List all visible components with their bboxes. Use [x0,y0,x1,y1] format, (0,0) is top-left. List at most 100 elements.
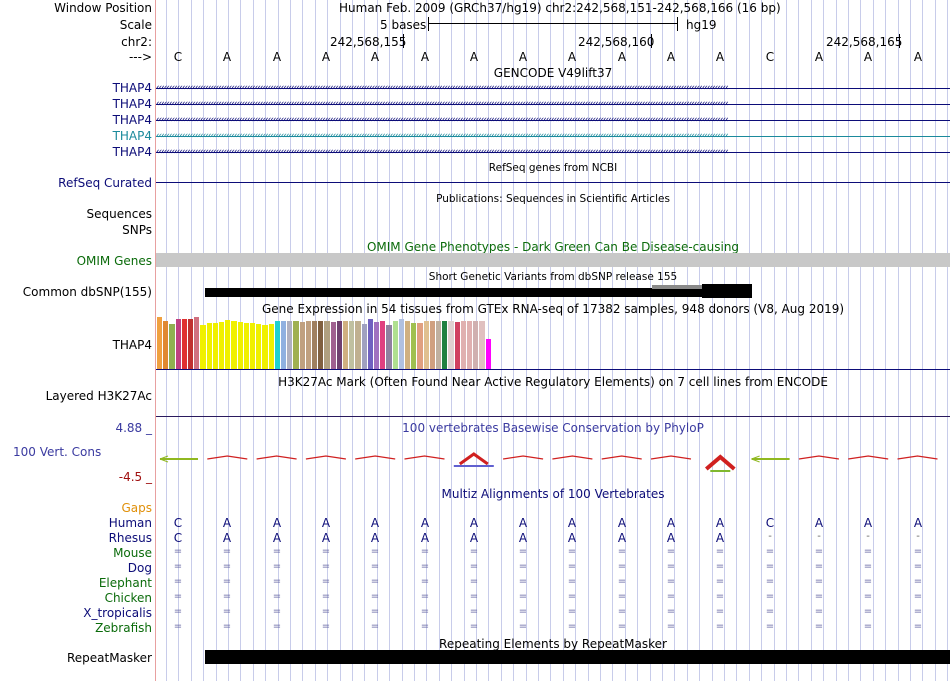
phylop-title[interactable]: 100 vertebrates Basewise Conservation by… [402,421,704,435]
species-label[interactable]: Chicken [104,591,152,605]
gtex-bar[interactable] [175,319,181,369]
gtex-bar[interactable] [442,321,448,369]
publications-title[interactable]: Publications: Sequences in Scientific Ar… [436,193,670,205]
gtex-bar[interactable] [386,325,392,369]
gtex-bar[interactable] [380,321,386,369]
gtex-bar[interactable] [485,339,491,369]
gtex-bar[interactable] [305,321,311,369]
gtex-bar[interactable] [212,323,218,369]
dbsnp-label[interactable]: Common dbSNP(155) [22,285,152,299]
gencode-transcript-line[interactable] [156,136,950,137]
gtex-bar[interactable] [473,321,479,369]
gtex-bar[interactable] [454,322,460,369]
gtex-bar[interactable] [256,324,262,369]
refseq-label[interactable]: RefSeq Curated [58,176,152,190]
gtex-bar[interactable] [411,323,417,369]
gencode-transcript-label[interactable]: THAP4 [112,97,152,111]
gtex-bar[interactable] [287,321,293,369]
repeatmasker-label[interactable]: RepeatMasker [66,651,152,665]
gencode-transcript-label[interactable]: THAP4 [112,129,152,143]
gtex-bar[interactable] [460,321,466,369]
gencode-transcript-label[interactable]: THAP4 [112,145,152,159]
gtex-bar[interactable] [448,321,454,369]
gtex-bar[interactable] [417,323,423,369]
dbsnp-variant[interactable] [205,288,652,297]
gtex-bar[interactable] [206,323,212,369]
gaps-label[interactable]: Gaps [121,501,152,515]
gtex-bar[interactable] [163,321,169,369]
gtex-bar[interactable] [225,320,231,369]
gtex-bar[interactable] [169,324,175,369]
gtex-label[interactable]: THAP4 [112,338,152,352]
gtex-bar[interactable] [374,322,380,369]
omim-feature[interactable] [156,253,950,267]
gencode-transcript-line[interactable] [156,104,950,105]
omim-title[interactable]: OMIM Gene Phenotypes - Dark Green Can Be… [366,240,740,254]
multiz-title[interactable]: Multiz Alignments of 100 Vertebrates [441,487,665,501]
gtex-bar[interactable] [293,321,299,369]
gtex-bar[interactable] [318,321,324,369]
sequences-label[interactable]: Sequences [86,207,152,221]
gtex-bar[interactable] [367,319,373,369]
gtex-bar[interactable] [231,321,237,369]
gtex-bar[interactable] [181,319,187,369]
gtex-bar[interactable] [188,319,194,369]
gencode-transcript-label[interactable]: THAP4 [112,81,152,95]
gtex-bar[interactable] [429,321,435,369]
species-label[interactable]: Elephant [98,576,152,590]
snps-label[interactable]: SNPs [122,223,152,237]
gtex-bar[interactable] [398,319,404,369]
gtex-bar[interactable] [436,321,442,369]
gtex-bar[interactable] [336,321,342,369]
species-label[interactable]: Dog [127,561,152,575]
gtex-bar[interactable] [405,321,411,369]
gtex-title[interactable]: Gene Expression in 54 tissues from GTEx … [261,302,845,316]
gtex-bar[interactable] [361,324,367,369]
gtex-bar[interactable] [281,321,287,369]
gtex-bar[interactable] [467,321,473,369]
species-label[interactable]: Rhesus [108,531,152,545]
dbsnp-title[interactable]: Short Genetic Variants from dbSNP releas… [428,271,678,283]
gtex-bar[interactable] [262,325,268,369]
gtex-bar[interactable] [392,321,398,369]
species-label[interactable]: Mouse [113,546,152,560]
gtex-bar[interactable] [200,325,206,369]
species-label[interactable]: Zebrafish [95,621,152,635]
refseq-title[interactable]: RefSeq genes from NCBI [488,162,618,174]
position-range[interactable]: chr2:242,568,151-242,568,166 (16 bp) [545,1,781,15]
h3k27ac-label[interactable]: Layered H3K27Ac [45,389,152,403]
species-label[interactable]: Human [108,516,152,530]
gtex-bar[interactable] [330,322,336,369]
repeatmasker-title[interactable]: Repeating Elements by RepeatMasker [439,637,667,651]
chrom-label: chr2: [121,35,152,49]
gencode-transcript-line[interactable] [156,152,950,153]
gtex-bar[interactable] [343,321,349,369]
phylop-label[interactable]: 100 Vert. Cons [13,445,102,459]
gencode-transcript-label[interactable]: THAP4 [112,113,152,127]
gencode-transcript-line[interactable] [156,88,950,89]
refseq-gene-line[interactable] [156,182,950,183]
gtex-bar[interactable] [237,322,243,369]
gencode-transcript-line[interactable] [156,120,950,121]
gtex-bar[interactable] [243,323,249,369]
species-label[interactable]: X_tropicalis [83,606,152,620]
gtex-bar[interactable] [479,321,485,369]
gtex-bar[interactable] [423,321,429,369]
gencode-title[interactable]: GENCODE V49lift37 [493,66,613,80]
gtex-bar[interactable] [324,321,330,369]
gtex-bar[interactable] [274,321,280,369]
gtex-bar[interactable] [219,322,225,369]
gtex-bar[interactable] [355,321,361,369]
repeatmasker-element[interactable] [205,650,950,664]
gtex-bar[interactable] [250,323,256,369]
h3k27ac-title[interactable]: H3K27Ac Mark (Often Found Near Active Re… [278,375,828,389]
omim-label[interactable]: OMIM Genes [76,254,152,268]
gtex-bar[interactable] [312,321,318,369]
gtex-bar[interactable] [349,321,355,369]
gtex-bar[interactable] [194,317,200,369]
gtex-bar[interactable] [299,322,305,369]
gtex-bar[interactable] [268,324,274,369]
gtex-bar[interactable] [157,317,163,369]
dbsnp-variant[interactable] [702,284,752,298]
